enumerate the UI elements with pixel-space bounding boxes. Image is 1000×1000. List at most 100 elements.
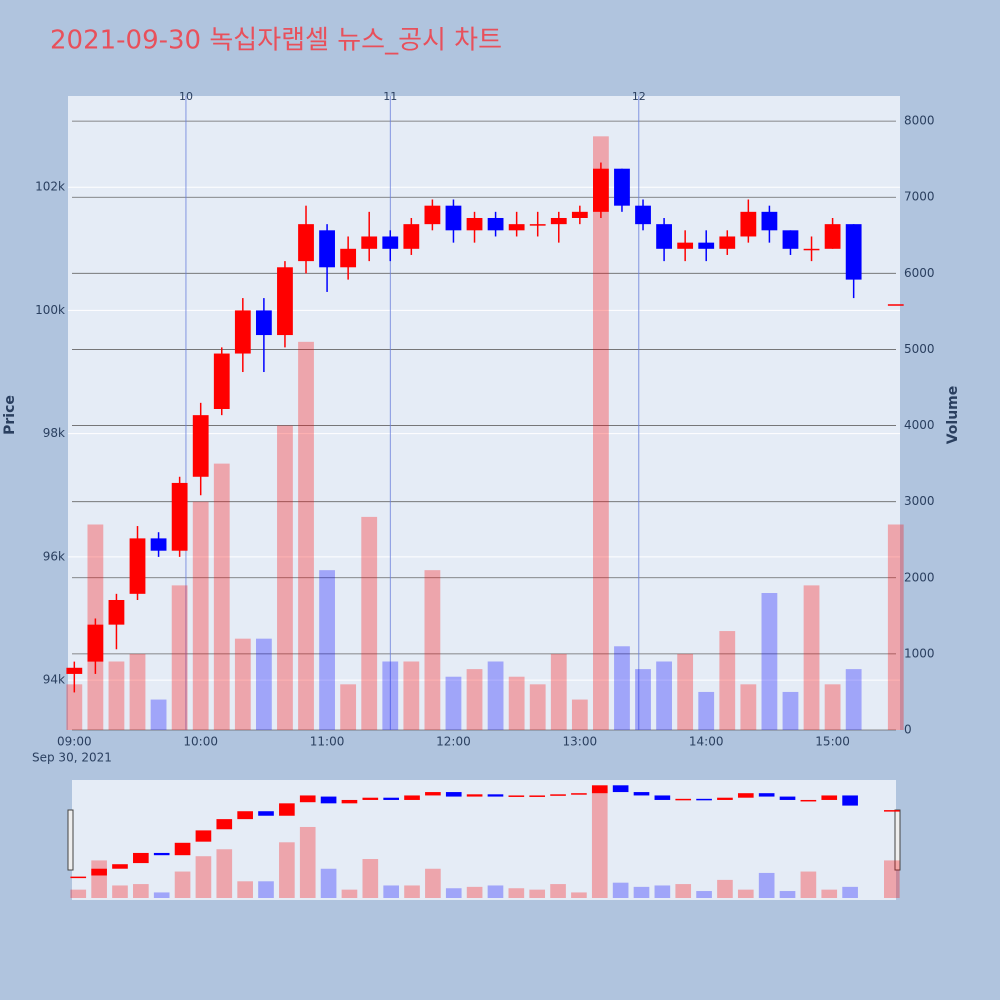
candle-body: [761, 211, 778, 231]
candle-body: [171, 482, 188, 551]
slider-volume: [550, 884, 566, 898]
volume-bar: [656, 661, 672, 730]
slider-candle: [425, 792, 441, 796]
y2-tick-label: 4000: [904, 418, 935, 432]
y2-tick-label: 5000: [904, 342, 935, 356]
candle-body: [108, 599, 125, 625]
slider-volume: [216, 849, 233, 898]
slider-candle: [153, 852, 170, 856]
slider-candle: [884, 810, 900, 812]
slider-candle: [299, 795, 316, 803]
y2-tick-label: 2000: [904, 570, 935, 584]
slider-candle: [612, 785, 629, 793]
volume-bar: [740, 684, 757, 730]
slider-candle: [654, 795, 671, 800]
range-handle[interactable]: [894, 809, 901, 871]
slider-candle: [529, 795, 546, 797]
candle-body: [698, 242, 715, 249]
candle-body: [487, 217, 504, 231]
slider-volume: [717, 879, 733, 898]
candle-body: [719, 236, 736, 249]
y2-tick-label: 6000: [904, 266, 935, 280]
y2-tick-label: 0: [904, 723, 912, 737]
candle-body: [635, 205, 651, 225]
candle-body: [298, 224, 314, 262]
slider-candle: [591, 785, 608, 794]
slider-candle: [174, 842, 191, 856]
y-tick-label: 98k: [43, 426, 65, 440]
volume-bar: [845, 669, 862, 730]
annotation-label: 12: [632, 90, 646, 103]
volume-bar: [171, 585, 188, 730]
range-handle[interactable]: [67, 809, 74, 871]
y-tick-label: 102k: [35, 180, 65, 194]
slider-volume: [237, 881, 253, 898]
slider-volume: [279, 842, 295, 898]
candle-body: [277, 267, 293, 336]
x-tick-label: 12:00: [436, 735, 471, 749]
volume-bar: [782, 691, 799, 730]
slider-candle: [696, 798, 712, 801]
candle-body: [656, 224, 672, 249]
volume-bar: [192, 501, 209, 730]
slider-candle: [466, 794, 483, 797]
volume-bar: [319, 570, 335, 730]
x-tick-label: 11:00: [310, 735, 345, 749]
slider-candle: [258, 811, 274, 816]
y2-tick-label: 3000: [904, 494, 935, 508]
volume-bar: [635, 669, 651, 730]
candle-body: [340, 248, 357, 268]
candle-body: [192, 415, 209, 477]
candle-body: [550, 217, 567, 225]
candle-body: [445, 205, 462, 231]
slider-candle: [842, 795, 858, 806]
candle-body: [887, 304, 904, 306]
slider-volume: [571, 892, 587, 898]
candle-body: [213, 353, 230, 409]
y-tick-label: 94k: [43, 673, 65, 687]
slider-volume: [362, 859, 379, 898]
candle-body: [593, 168, 609, 212]
candle-body: [529, 224, 546, 226]
candle-body: [129, 538, 146, 594]
slider-volume: [654, 885, 671, 898]
candle-body: [424, 205, 441, 225]
volume-bar: [803, 585, 820, 730]
y-tick-label: 96k: [43, 549, 65, 563]
slider-volume: [425, 868, 441, 898]
slider-volume: [91, 860, 107, 898]
slider-volume: [779, 891, 796, 898]
volume-bar: [424, 570, 441, 730]
x-tick-label: 10:00: [183, 735, 218, 749]
candle-body: [571, 211, 588, 218]
slider-volume: [633, 886, 650, 898]
slider-candle: [383, 797, 399, 800]
candle-body: [782, 230, 799, 249]
slider-volume: [153, 892, 170, 898]
volume-bar: [277, 425, 293, 730]
candle-body: [614, 168, 630, 206]
slider-candle: [404, 795, 420, 800]
y2-tick-label: 1000: [904, 646, 935, 660]
slider-volume: [258, 881, 274, 898]
volume-bar: [340, 684, 357, 730]
slider-candle: [758, 793, 775, 797]
volume-bar: [445, 676, 462, 730]
slider-volume: [529, 889, 546, 898]
slider-volume: [884, 860, 900, 898]
volume-bar: [66, 684, 83, 730]
slider-volume: [508, 888, 525, 898]
slider-volume: [70, 889, 87, 898]
candle-body: [66, 667, 83, 674]
volume-bar: [761, 593, 778, 730]
y2-tick-label: 8000: [904, 114, 935, 128]
slider-candle: [821, 795, 838, 800]
slider-volume: [758, 872, 775, 898]
slider-volume: [112, 885, 128, 898]
volume-bar: [361, 516, 378, 730]
candle-body: [87, 624, 104, 662]
slider-volume: [821, 889, 838, 898]
volume-bar: [403, 661, 420, 730]
slider-volume: [612, 882, 629, 898]
volume-bar: [108, 661, 125, 730]
